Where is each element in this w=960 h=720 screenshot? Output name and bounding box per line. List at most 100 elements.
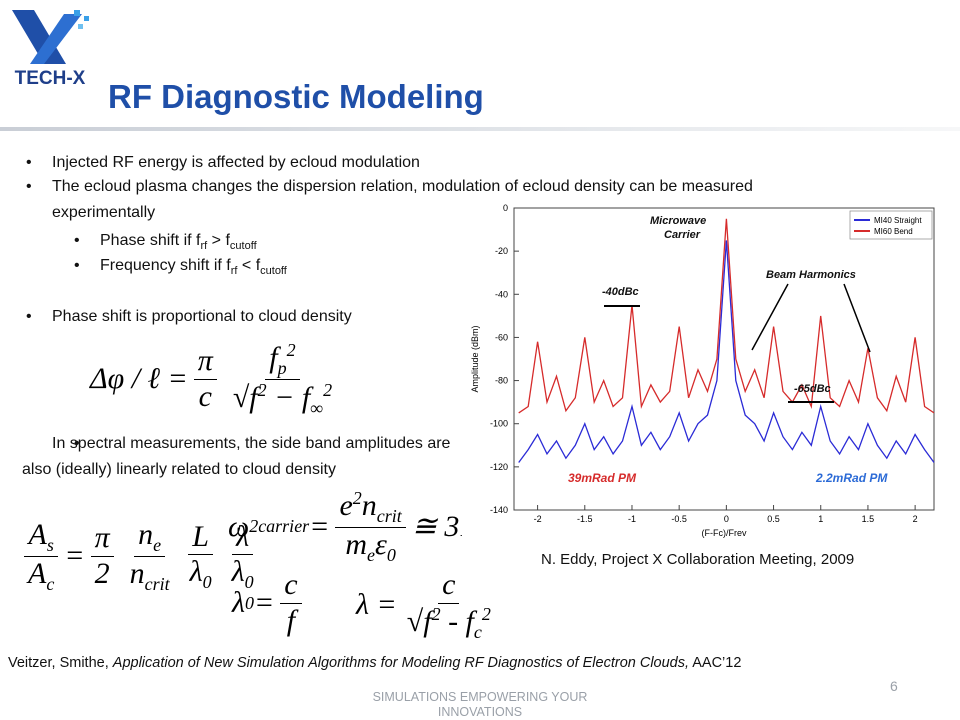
y-tick-label: -140 xyxy=(490,505,508,515)
figure-caption: N. Eddy, Project X Collaboration Meeting… xyxy=(541,551,855,568)
text-run: π xyxy=(197,344,213,378)
numerator: fp2 xyxy=(265,340,300,380)
text-run: f xyxy=(423,604,432,638)
citation: Veitzer, Smithe, Application of New Simu… xyxy=(8,655,741,671)
fraction: fp2 √f2 − f∞2 xyxy=(229,340,336,418)
text-run: Injected RF energy is affected by ecloud… xyxy=(52,154,420,171)
x-tick-label: 0 xyxy=(724,514,729,524)
fraction: As Ac xyxy=(24,518,58,594)
sup-text: 2 xyxy=(257,379,267,400)
numerator: L xyxy=(188,520,213,556)
text-run: = xyxy=(309,509,330,543)
x-axis-label: (F-Fc)/Frev xyxy=(702,528,747,538)
bullet: Phase shift is proportional to cloud den… xyxy=(26,304,472,330)
sub-text: carrier xyxy=(258,516,310,537)
sub-text: c xyxy=(473,621,482,642)
text-run: f xyxy=(269,341,278,374)
numerator: c xyxy=(438,568,460,604)
numerator: π xyxy=(193,344,217,380)
italic-text: Application of New Simulation Algorithms… xyxy=(112,655,690,671)
x-tick-label: -2 xyxy=(534,514,542,524)
x-tick-label: 0.5 xyxy=(767,514,780,524)
x-tick-label: -0.5 xyxy=(671,514,687,524)
x-tick-label: 2 xyxy=(913,514,918,524)
text-run: 2 xyxy=(94,556,110,590)
denominator: ncrit xyxy=(126,557,174,595)
text-run: c xyxy=(442,568,456,601)
sup-text: 2 xyxy=(286,340,296,360)
text-run: m xyxy=(345,527,368,561)
bullet: Frequency shift if frf < fcutoff xyxy=(74,253,480,284)
denominator: √f2 − f∞2 xyxy=(229,380,336,419)
text-run: e xyxy=(339,489,353,522)
logo-text: TECH-X xyxy=(15,68,86,89)
text-run: λ = xyxy=(356,588,397,622)
annotation: 39mRad PM xyxy=(568,471,637,485)
x-tick-label: -1 xyxy=(628,514,636,524)
equation: Δφ / ℓ = π c fp2 √f2 − f∞2 xyxy=(90,340,342,418)
text-run: < f xyxy=(237,257,261,274)
text-run: λ xyxy=(231,555,245,589)
text-run: Phase shift if f xyxy=(100,232,201,249)
text-run: Δφ / ℓ = xyxy=(90,362,188,396)
numerator: ne xyxy=(134,518,166,557)
fraction: e2ncrit meε0 xyxy=(335,488,406,565)
series-line xyxy=(518,240,935,463)
text-run: √ xyxy=(406,604,424,638)
y-tick-label: -80 xyxy=(495,376,508,386)
denominator: Ac xyxy=(24,557,58,595)
y-tick-label: -60 xyxy=(495,332,508,342)
legend-label: MI40 Straight xyxy=(874,216,922,225)
text-run: n xyxy=(129,556,145,590)
annotation: -40dBc xyxy=(602,286,639,298)
bullet: The ecloud plasma changes the dispersion… xyxy=(26,174,852,226)
sub-text: crit xyxy=(376,506,402,526)
x-tick-label: -1.5 xyxy=(577,514,593,524)
annotation: 2.2mRad PM xyxy=(815,471,888,485)
annotation: Carrier xyxy=(664,229,701,241)
text-run: c xyxy=(284,568,298,601)
text-run: = xyxy=(64,539,85,573)
sup-text: 2 xyxy=(249,516,259,537)
logo-dot xyxy=(84,16,89,21)
numerator: c xyxy=(280,568,302,604)
sup-text: 2 xyxy=(352,488,362,508)
text-run: f xyxy=(249,380,258,414)
page-number: 6 xyxy=(890,678,898,694)
y-axis-label: Amplitude (dBm) xyxy=(470,325,480,392)
text-run: λ xyxy=(189,555,203,589)
text-run: ε xyxy=(375,527,387,561)
sub-text: e xyxy=(367,544,376,565)
sub-text: p xyxy=(277,358,287,378)
y-tick-label: -100 xyxy=(490,419,508,429)
text-run: ω xyxy=(228,509,250,543)
legend-label: MI60 Bend xyxy=(874,227,913,236)
text-run: n xyxy=(138,518,154,551)
numerator: π xyxy=(90,521,114,557)
numerator: As xyxy=(24,518,58,557)
text-run: = xyxy=(254,586,275,619)
sub-text: c xyxy=(46,573,55,594)
logo-dot xyxy=(74,10,80,16)
y-tick-label: -20 xyxy=(495,246,508,256)
fraction: c √f2 - fc2 xyxy=(403,568,495,642)
annotation: -65dBc xyxy=(794,383,831,395)
sub-text: ∞ xyxy=(310,397,324,418)
sup-text: 2 xyxy=(481,603,491,624)
numerator: λ xyxy=(232,520,254,556)
title-rule xyxy=(0,127,960,131)
sub-text: e xyxy=(153,535,162,555)
logo-dot xyxy=(78,24,83,29)
text-run: f xyxy=(286,603,296,637)
text-run: π xyxy=(94,521,110,555)
text-run: A xyxy=(28,518,47,551)
text-run: In spectral measurements, the side band … xyxy=(22,435,451,478)
annotation-arrow xyxy=(843,283,871,353)
series-line xyxy=(518,218,935,414)
sup-text: 2 xyxy=(431,603,441,624)
denominator: f xyxy=(283,604,299,639)
